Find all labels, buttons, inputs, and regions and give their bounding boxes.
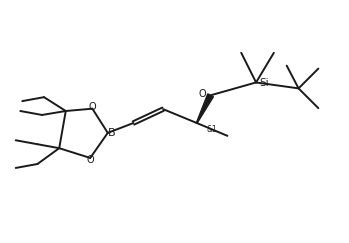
Polygon shape [196,94,213,123]
Text: O: O [87,155,94,165]
Text: O: O [198,89,206,99]
Text: O: O [89,102,96,112]
Text: Si: Si [259,78,269,88]
Text: B: B [108,128,116,138]
Text: &1: &1 [207,125,217,134]
